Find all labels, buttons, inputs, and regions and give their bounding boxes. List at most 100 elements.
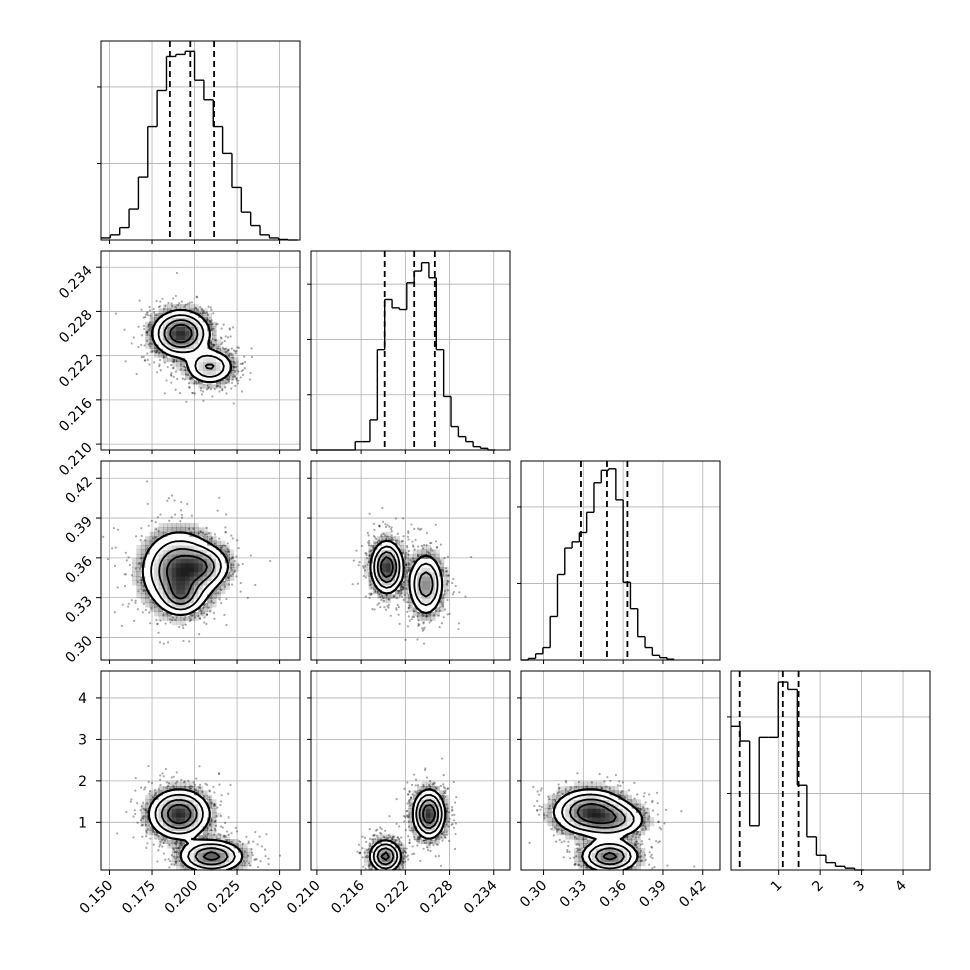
sample-point — [416, 844, 418, 846]
hist-panel-3 — [517, 461, 720, 660]
sample-point — [222, 826, 224, 828]
density-cell — [578, 782, 583, 787]
sample-point — [441, 757, 443, 759]
sample-point — [443, 774, 445, 776]
sample-point — [186, 503, 188, 505]
sample-point — [259, 836, 261, 838]
sample-point — [147, 359, 149, 361]
density-cell — [426, 558, 431, 563]
density-cell — [408, 607, 413, 612]
sample-point — [207, 306, 209, 308]
sample-point — [563, 878, 565, 880]
sample-point — [387, 606, 389, 608]
sample-point — [122, 604, 124, 606]
density-cell — [136, 576, 141, 581]
density-cell — [614, 839, 619, 844]
sample-point — [455, 822, 457, 824]
density-cell — [408, 799, 413, 804]
sample-point — [156, 300, 158, 302]
density-cell — [399, 541, 404, 546]
density-cell — [167, 616, 172, 621]
y-tick-label: 2 — [78, 774, 87, 790]
sample-point — [220, 602, 222, 604]
sample-point — [451, 823, 453, 825]
sample-point — [240, 582, 242, 584]
sample-point — [231, 382, 233, 384]
sample-point — [178, 626, 180, 628]
density-cell — [548, 808, 553, 813]
density-cell — [198, 362, 203, 367]
density-cell — [382, 532, 387, 537]
sample-point — [458, 591, 460, 593]
density-cell — [439, 835, 444, 840]
density-cell — [194, 353, 199, 358]
density-cell — [413, 554, 418, 559]
sample-point — [158, 363, 160, 365]
density-cell — [176, 808, 181, 813]
sample-point — [173, 376, 175, 378]
sample-point — [155, 619, 157, 621]
sample-point — [563, 856, 565, 858]
density-cell — [413, 790, 418, 795]
density-cell — [185, 331, 190, 336]
density-cell — [167, 357, 172, 362]
sample-point — [213, 875, 215, 877]
density-cell — [141, 589, 146, 594]
density-cell — [198, 527, 203, 532]
x-tick-label: 0.39 — [636, 878, 669, 911]
sample-point — [153, 844, 155, 846]
density-cell — [145, 603, 150, 608]
density-cell — [145, 558, 150, 563]
sample-point — [198, 873, 200, 875]
density-cell — [172, 620, 177, 625]
density-cell — [141, 813, 146, 818]
sample-point — [381, 507, 383, 509]
density-cell — [203, 527, 208, 532]
sample-point — [364, 552, 366, 554]
sample-point — [372, 834, 374, 836]
sample-point — [397, 836, 399, 838]
density-cell — [404, 594, 409, 599]
sample-point — [627, 872, 629, 874]
sample-point — [147, 503, 149, 505]
sample-point — [199, 617, 201, 619]
density-cell — [583, 782, 588, 787]
sample-point — [568, 851, 570, 853]
density-cell — [181, 563, 186, 568]
density-cell — [185, 558, 190, 563]
sample-point — [373, 608, 375, 610]
density-cell — [176, 782, 181, 787]
sample-point — [135, 777, 137, 779]
density-cell — [185, 536, 190, 541]
sample-point — [137, 608, 139, 610]
sample-point — [250, 347, 252, 349]
density-cell — [145, 826, 150, 831]
sample-point — [630, 879, 632, 881]
density-cell — [154, 545, 159, 550]
sample-point — [387, 872, 389, 874]
density-cell — [194, 523, 199, 528]
density-cell — [636, 843, 641, 848]
density-cell — [234, 366, 239, 371]
x-tick-label: 0.42 — [676, 878, 709, 911]
sample-point — [189, 302, 191, 304]
density-cell — [150, 790, 155, 795]
sample-point — [240, 591, 242, 593]
sample-point — [175, 389, 177, 391]
sample-point — [121, 625, 123, 627]
sample-point — [240, 363, 242, 365]
sample-point — [641, 843, 643, 845]
density-cell — [145, 326, 150, 331]
sample-point — [242, 374, 244, 376]
sample-point — [606, 776, 608, 778]
sample-point — [598, 773, 600, 775]
density-cell — [176, 813, 181, 818]
density-cell — [548, 813, 553, 818]
sample-point — [153, 361, 155, 363]
density-cell — [229, 554, 234, 559]
density-cell — [141, 594, 146, 599]
sample-point — [201, 393, 203, 395]
x-tick-label: 1 — [768, 878, 786, 896]
sample-point — [369, 513, 371, 515]
sample-point — [240, 376, 242, 378]
